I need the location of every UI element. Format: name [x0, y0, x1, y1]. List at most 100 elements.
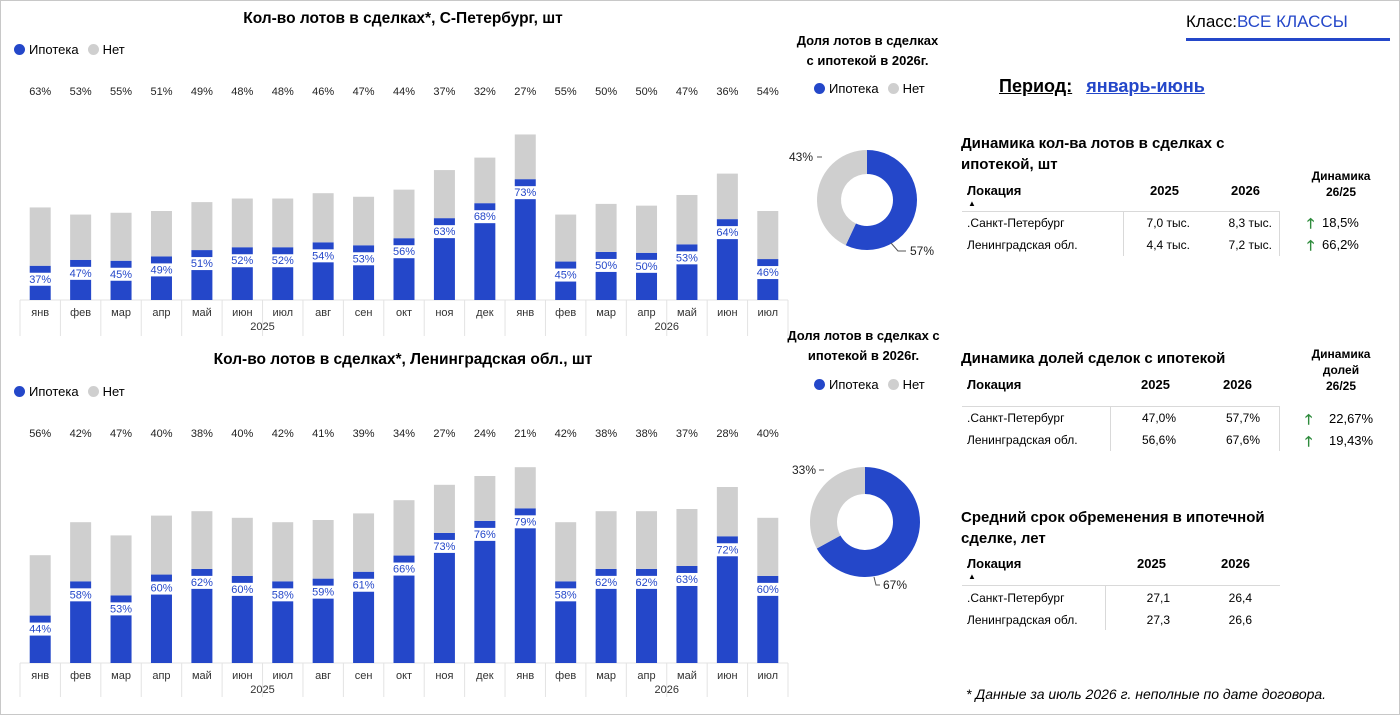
data-label-background: [27, 272, 54, 286]
x-tick-label: май: [192, 670, 212, 682]
table2-title: Динамика долей сделок с ипотекой: [961, 350, 1226, 367]
x-tick-label: апр: [637, 307, 655, 319]
data-label-background: [350, 252, 377, 266]
x-tick-label: янв: [516, 307, 534, 319]
class-filter-value[interactable]: ВСЕ КЛАССЫ: [1237, 12, 1348, 31]
data-label-none: 28%: [716, 428, 738, 440]
data-label-background: [633, 259, 660, 273]
bar-segment-none: [272, 198, 294, 248]
data-label-background: [391, 562, 417, 576]
data-label-background: [512, 515, 539, 529]
legend-label-none: Нет: [102, 384, 125, 399]
x-tick-label: янв: [31, 670, 49, 682]
x-tick-label: мар: [111, 670, 131, 682]
sort-asc-icon[interactable]: ▲: [968, 199, 976, 208]
x-tick-label: янв: [31, 307, 49, 319]
data-label-none: 37%: [433, 86, 455, 98]
bar-segment-none: [312, 520, 334, 579]
bar-segment-mortgage: [636, 568, 658, 663]
table1-location-header[interactable]: Локация: [967, 183, 1022, 198]
table2-col-divider: [1110, 407, 1111, 451]
x-tick-label: июл: [758, 307, 779, 319]
bar-segment-mortgage: [353, 571, 375, 663]
data-label-background: [229, 582, 256, 596]
bar-segment-mortgage: [595, 568, 617, 663]
legend-label-mortgage: Ипотека: [29, 42, 79, 57]
table1-cell-2026: 7,2 тыс.: [1228, 238, 1272, 252]
donut-value-label: 57%: [910, 244, 934, 258]
data-label-mortgage: 60%: [757, 584, 779, 596]
class-filter-underline: [1186, 38, 1390, 41]
legend-item-mortgage: Ипотека: [14, 384, 79, 399]
bar-segment-mortgage: [757, 575, 779, 663]
donut1-legend: Ипотека Нет: [814, 81, 934, 96]
data-label-none: 37%: [676, 428, 698, 440]
bar-segment-none: [150, 211, 172, 257]
data-label-background: [673, 572, 700, 586]
data-label-background: [754, 266, 781, 280]
data-label-none: 27%: [514, 86, 536, 98]
legend-item-none: Нет: [87, 384, 125, 399]
x-tick-label: окт: [396, 670, 412, 682]
data-label-none: 36%: [716, 86, 738, 98]
legend-label-none: Нет: [902, 377, 925, 392]
table2-header-divider: [962, 406, 1280, 407]
donut2-legend: Ипотека Нет: [814, 377, 934, 392]
table2-cell-2026: 57,7%: [1225, 411, 1260, 425]
table1-cell-dynamics: 66,2%: [1322, 237, 1359, 252]
donut-chart-2026-spb: 57% 43%: [789, 150, 934, 258]
table2-dyn-header-line1: Динамика: [1311, 347, 1371, 361]
data-label-background: [148, 263, 175, 277]
data-label-mortgage: 53%: [676, 252, 698, 264]
data-label-mortgage: 63%: [433, 226, 455, 238]
data-label-mortgage: 76%: [474, 529, 496, 541]
donut1-title-line2: с ипотекой в 2026г.: [806, 53, 929, 68]
legend-label-mortgage: Ипотека: [29, 384, 79, 399]
x-year-label: 2025: [250, 684, 274, 696]
bar-segment-mortgage: [676, 565, 698, 663]
bar-segment-none: [191, 511, 213, 569]
table2-col-divider: [1279, 407, 1280, 451]
bar-segment-none: [110, 535, 132, 596]
bar-segment-none: [595, 511, 617, 569]
bar-segment-none: [110, 212, 132, 261]
legend-swatch-mortgage: [814, 379, 825, 390]
x-tick-label: апр: [152, 670, 170, 682]
data-label-none: 42%: [555, 428, 577, 440]
data-label-background: [67, 266, 94, 280]
legend-swatch-none: [87, 386, 99, 397]
donut2-title-line1: Доля лотов в сделках с: [787, 328, 940, 343]
x-tick-label: апр: [637, 670, 655, 682]
data-label-mortgage: 58%: [272, 589, 294, 601]
x-tick-label: фев: [70, 670, 91, 682]
data-label-none: 39%: [353, 428, 375, 440]
data-label-none: 38%: [636, 428, 658, 440]
x-tick-label: июл: [758, 670, 779, 682]
footnote: * Данные за июль 2026 г. неполные по дат…: [966, 686, 1327, 702]
table3-header-divider: [962, 585, 1280, 586]
data-label-none: 40%: [231, 428, 253, 440]
bar-segment-none: [29, 555, 51, 616]
data-label-mortgage: 62%: [636, 577, 658, 589]
table3-location-header[interactable]: Локация: [967, 556, 1022, 571]
data-label-mortgage: 53%: [110, 603, 132, 615]
bar-segment-none: [716, 173, 738, 220]
bar-segment-none: [514, 134, 536, 180]
legend-label-none: Нет: [102, 42, 125, 57]
data-label-mortgage: 79%: [514, 516, 536, 528]
bar-segment-none: [353, 196, 375, 246]
bar-segment-mortgage: [433, 532, 455, 663]
data-label-mortgage: 73%: [514, 187, 536, 199]
data-label-mortgage: 49%: [150, 264, 172, 276]
bar-segment-mortgage: [191, 568, 213, 663]
period-value[interactable]: январь-июнь: [1086, 76, 1205, 96]
x-tick-label: июл: [272, 670, 293, 682]
table2-cell-dynamics: 19,43%: [1329, 433, 1374, 448]
bar-segment-none: [231, 517, 253, 576]
table2-location-header[interactable]: Локация: [967, 377, 1022, 392]
data-label-none: 34%: [393, 428, 415, 440]
donut-value-label: 33%: [792, 463, 816, 477]
class-filter[interactable]: Класс:ВСЕ КЛАССЫ: [1186, 12, 1348, 32]
sort-asc-icon[interactable]: ▲: [968, 572, 976, 581]
legend-label-mortgage: Ипотека: [829, 81, 879, 96]
